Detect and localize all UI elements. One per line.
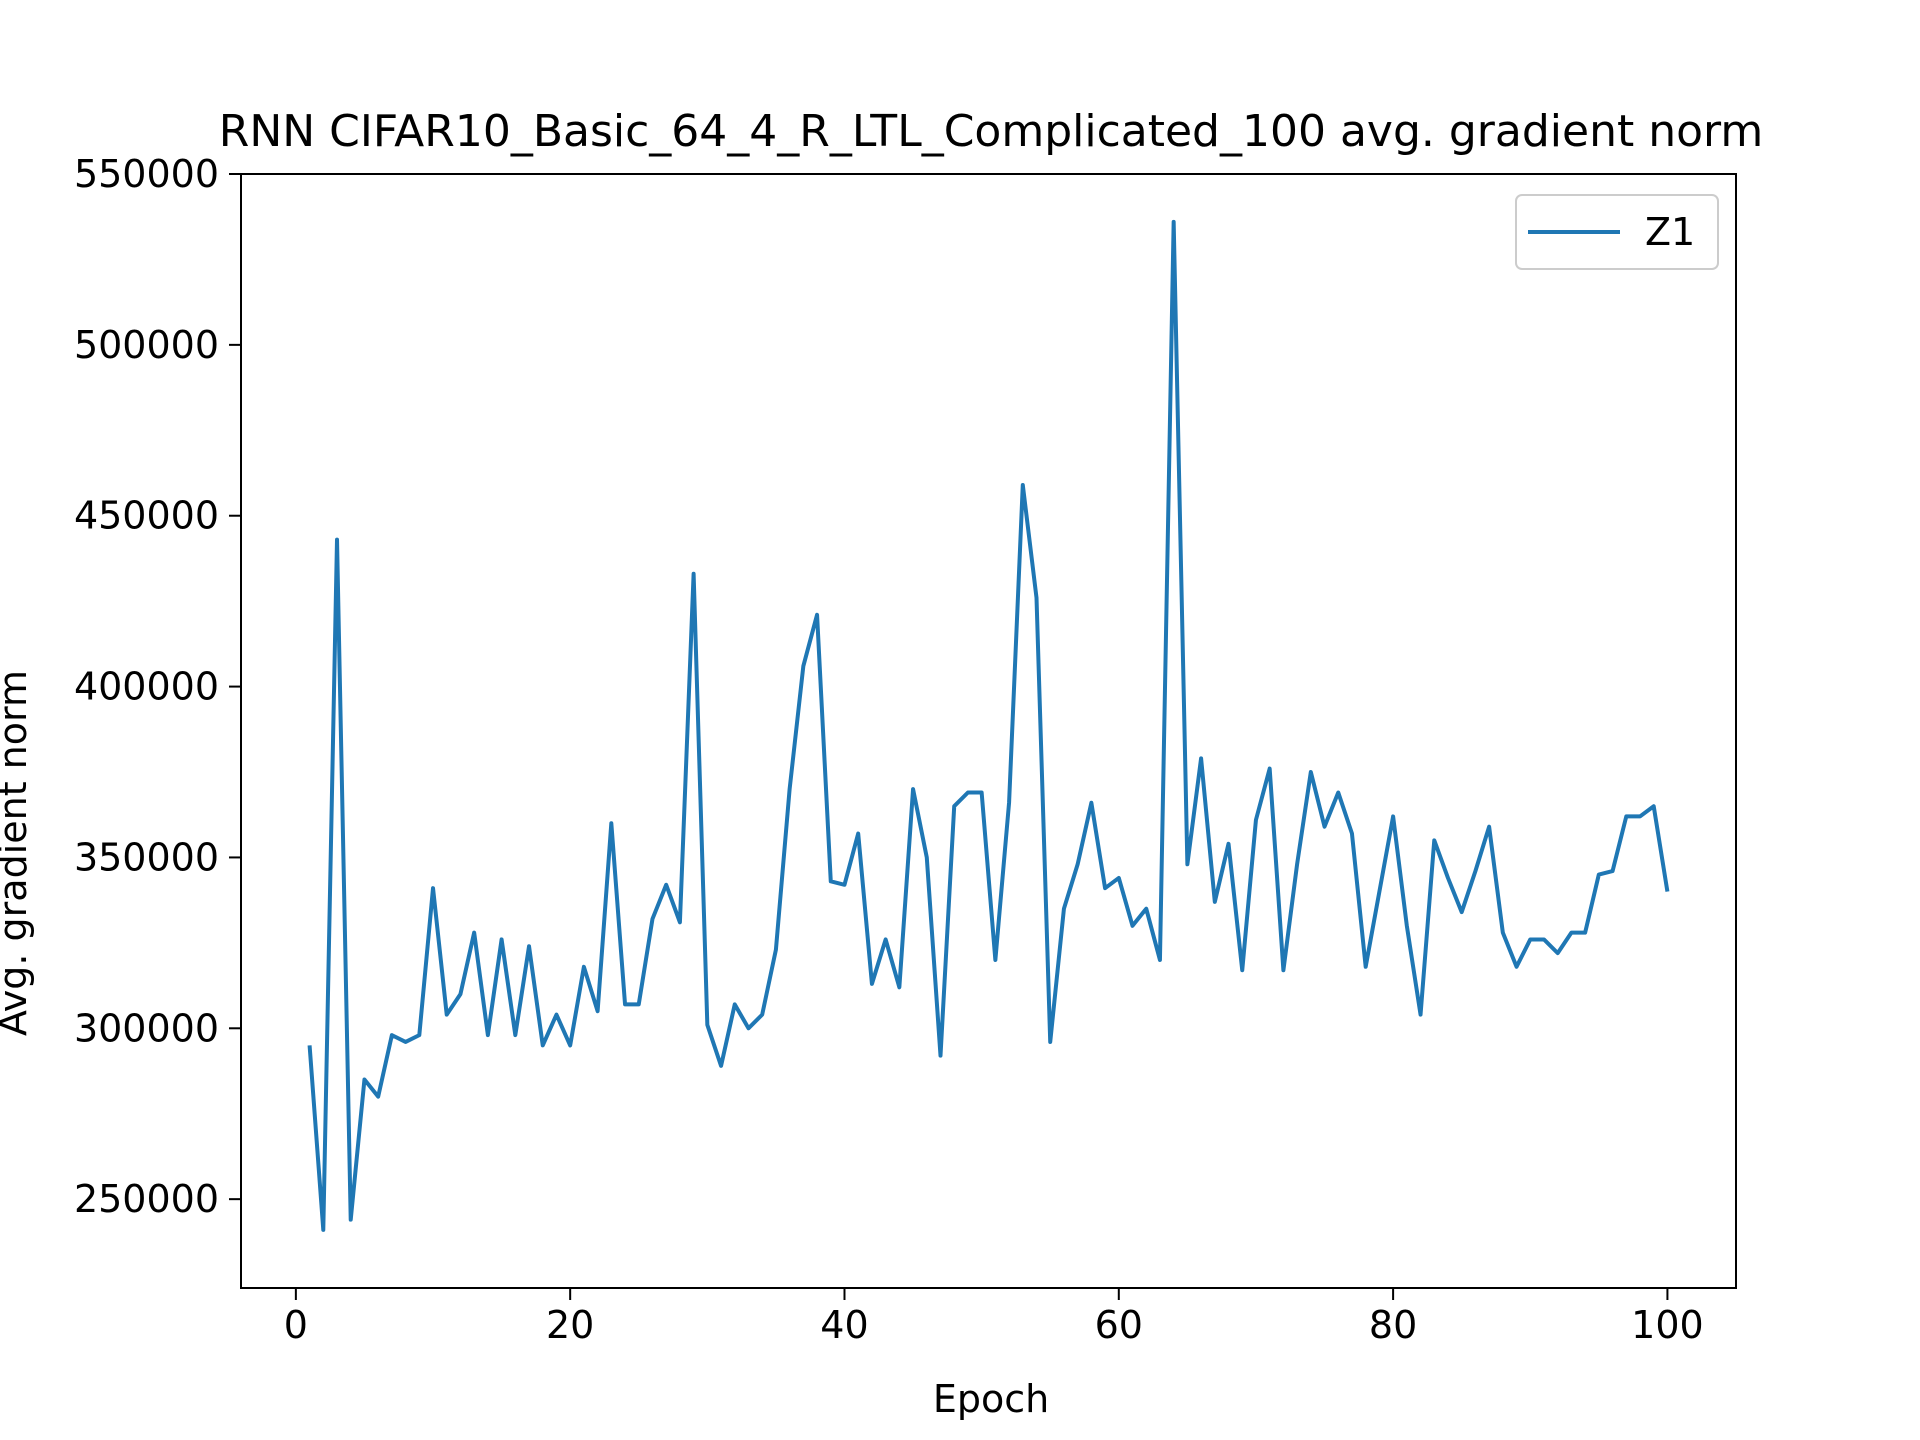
y-tick-label: 400000 — [74, 665, 219, 709]
y-axis-label: Avg. gradient norm — [0, 670, 35, 1036]
y-tick-label: 500000 — [74, 323, 219, 367]
x-tick-label: 40 — [820, 1303, 868, 1347]
y-tick-label: 450000 — [74, 494, 219, 538]
legend-label-z1: Z1 — [1645, 210, 1695, 254]
plot-frame — [240, 173, 1737, 1289]
y-tick-label: 350000 — [74, 835, 219, 879]
plot-area — [240, 173, 1737, 1289]
y-tick-label: 250000 — [74, 1177, 219, 1221]
x-tick-label: 80 — [1369, 1303, 1417, 1347]
series-line-z1 — [307, 219, 1670, 1232]
x-axis: 0 20 40 60 80 100 — [284, 1288, 1704, 1347]
chart-title: RNN CIFAR10_Basic_64_4_R_LTL_Complicated… — [219, 106, 1763, 157]
y-axis: 250000 300000 350000 400000 450000 500000 5500… — [74, 152, 241, 1221]
legend: Z1 — [1515, 194, 1719, 270]
x-tick-label: 100 — [1631, 1303, 1704, 1347]
x-tick-label: 60 — [1095, 1303, 1143, 1347]
x-axis-label: Epoch — [933, 1377, 1049, 1421]
y-tick-label: 300000 — [74, 1006, 219, 1050]
y-tick-label: 550000 — [74, 152, 219, 196]
x-tick-label: 0 — [284, 1303, 308, 1347]
x-tick-label: 20 — [546, 1303, 594, 1347]
